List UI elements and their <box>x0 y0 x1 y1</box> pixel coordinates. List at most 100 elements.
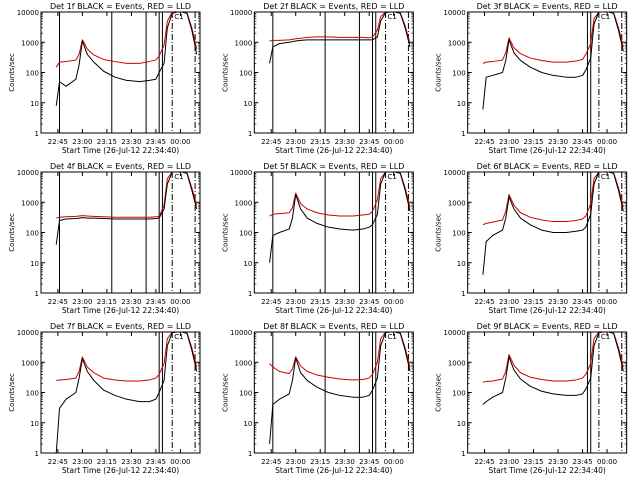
y-tick-label: 100 <box>26 230 39 238</box>
x-tick-label: 23:00 <box>72 458 92 466</box>
x-tick-label: 22:45 <box>48 138 68 146</box>
events-series-line <box>482 332 624 405</box>
y-tick-label: 1 <box>248 450 252 458</box>
lld-series-line <box>482 172 624 226</box>
plot-frame <box>40 171 201 294</box>
x-tick-label: 22:45 <box>474 298 494 306</box>
x-tick-label: 23:15 <box>310 298 330 306</box>
x-tick-label: 23:00 <box>499 298 519 306</box>
y-tick-label: 10000 <box>230 169 252 177</box>
x-tick-label: 00:00 <box>170 458 190 466</box>
detector-panel: Det 3f BLACK = Events, RED = LLD 1 10 100 10… <box>435 2 628 155</box>
y-tick-label: 100 <box>239 70 252 78</box>
y-tick-label: 10000 <box>443 169 465 177</box>
y-tick-label: 10 <box>30 100 39 108</box>
y-tick-label: 10000 <box>17 9 39 17</box>
plot-frame <box>467 11 628 134</box>
flare-class-marker: C1 <box>601 333 610 341</box>
panel-title: Det 9f BLACK = Events, RED = LLD <box>477 322 618 331</box>
x-tick-label: 23:15 <box>97 298 117 306</box>
series-group <box>482 12 624 110</box>
panel-title: Det 8f BLACK = Events, RED = LLD <box>263 322 404 331</box>
flare-class-marker: C1 <box>174 333 183 341</box>
x-tick-label: 22:45 <box>261 458 281 466</box>
plot-frame <box>40 11 201 134</box>
detector-panel: Det 5f BLACK = Events, RED = LLD 1 10 100 10… <box>221 162 414 315</box>
y-axis-label: Counts/sec <box>8 53 16 92</box>
detector-panel: Det 8f BLACK = Events, RED = LLD 1 10 100 10… <box>221 322 414 475</box>
x-tick-label: 22:45 <box>48 458 68 466</box>
x-tick-label: 22:45 <box>261 298 281 306</box>
events-series-line <box>269 12 411 64</box>
x-tick-label: 23:15 <box>97 458 117 466</box>
x-tick-label: 23:30 <box>548 138 568 146</box>
series-group <box>55 332 198 453</box>
y-tick-label: 1000 <box>448 359 466 367</box>
x-tick-label: 23:00 <box>499 138 519 146</box>
x-tick-label: 23:30 <box>121 138 141 146</box>
x-tick-label: 23:45 <box>359 298 379 306</box>
x-tick-label: 23:45 <box>572 138 592 146</box>
x-tick-label: 23:00 <box>72 138 92 146</box>
y-axis-label: Counts/sec <box>435 373 443 412</box>
x-tick-label: 23:45 <box>146 458 166 466</box>
lld-series-line <box>269 332 411 381</box>
y-tick-label: 100 <box>26 70 39 78</box>
x-tick-label: 23:45 <box>572 298 592 306</box>
events-series-line <box>55 172 198 245</box>
y-tick-label: 1 <box>248 290 252 298</box>
y-tick-label: 1000 <box>21 359 39 367</box>
detector-panel: Det 2f BLACK = Events, RED = LLD 1 10 100 10… <box>221 2 414 155</box>
x-axis-label: Start Time (26-Jul-12 22:34:40) <box>62 146 179 155</box>
panel-title: Det 2f BLACK = Events, RED = LLD <box>263 2 404 11</box>
y-axis-label: Counts/sec <box>8 373 16 412</box>
y-tick-label: 10 <box>243 260 252 268</box>
plot-frame <box>40 331 201 454</box>
x-tick-label: 23:30 <box>548 298 568 306</box>
y-tick-label: 100 <box>452 390 465 398</box>
x-tick-label: 23:30 <box>548 458 568 466</box>
x-tick-label: 23:30 <box>121 298 141 306</box>
x-tick-label: 23:00 <box>72 298 92 306</box>
y-tick-label: 10000 <box>443 329 465 337</box>
y-tick-label: 100 <box>26 390 39 398</box>
x-axis-label: Start Time (26-Jul-12 22:34:40) <box>275 306 392 315</box>
x-tick-label: 23:15 <box>310 458 330 466</box>
y-tick-label: 1000 <box>448 39 466 47</box>
y-axis-label: Counts/sec <box>8 213 16 252</box>
flare-class-marker: C1 <box>174 13 183 21</box>
x-tick-label: 00:00 <box>170 138 190 146</box>
x-axis-label: Start Time (26-Jul-12 22:34:40) <box>275 466 392 475</box>
series-group <box>269 172 411 263</box>
y-tick-label: 100 <box>452 70 465 78</box>
y-tick-label: 10 <box>457 420 466 428</box>
x-tick-label: 23:00 <box>286 458 306 466</box>
x-tick-label: 23:30 <box>335 298 355 306</box>
lld-series-line <box>482 12 624 64</box>
y-axis-label: Counts/sec <box>435 213 443 252</box>
y-tick-label: 1 <box>35 290 39 298</box>
y-tick-label: 1 <box>248 130 252 138</box>
flare-class-marker: C1 <box>601 173 610 181</box>
y-tick-label: 1000 <box>21 39 39 47</box>
y-tick-label: 100 <box>239 230 252 238</box>
x-tick-label: 23:30 <box>121 458 141 466</box>
lld-series-line <box>269 172 411 217</box>
x-axis-label: Start Time (26-Jul-12 22:34:40) <box>488 146 605 155</box>
x-tick-label: 00:00 <box>597 138 617 146</box>
detector-panel: Det 1f BLACK = Events, RED = LLD 1 10 100 10… <box>8 2 201 155</box>
flare-class-marker: C1 <box>174 173 183 181</box>
x-tick-label: 23:15 <box>97 138 117 146</box>
series-group <box>55 172 198 245</box>
events-series-line <box>482 12 624 110</box>
x-tick-label: 23:45 <box>572 458 592 466</box>
detector-panel: Det 7f BLACK = Events, RED = LLD 1 10 100 10… <box>8 322 201 475</box>
series-group <box>55 12 198 106</box>
x-axis-label: Start Time (26-Jul-12 22:34:40) <box>488 306 605 315</box>
x-tick-label: 22:45 <box>261 138 281 146</box>
y-tick-label: 10 <box>457 260 466 268</box>
panel-title: Det 5f BLACK = Events, RED = LLD <box>263 162 404 171</box>
y-tick-label: 100 <box>239 390 252 398</box>
y-tick-label: 10 <box>30 420 39 428</box>
